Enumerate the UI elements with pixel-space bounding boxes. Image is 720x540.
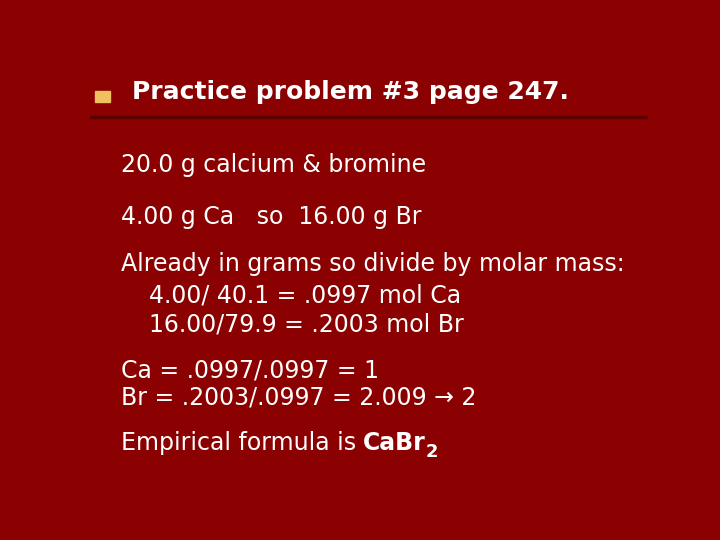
Text: CaBr: CaBr bbox=[364, 431, 426, 455]
Text: 16.00/79.9 = .2003 mol Br: 16.00/79.9 = .2003 mol Br bbox=[148, 313, 464, 336]
Text: Already in grams so divide by molar mass:: Already in grams so divide by molar mass… bbox=[121, 252, 624, 276]
Text: 2: 2 bbox=[426, 443, 438, 461]
Text: Br = .2003/.0997 = 2.009 → 2: Br = .2003/.0997 = 2.009 → 2 bbox=[121, 386, 476, 409]
Bar bbox=[90, 116, 648, 118]
Text: 4.00 g Ca   so  16.00 g Br: 4.00 g Ca so 16.00 g Br bbox=[121, 205, 421, 228]
Text: Empirical formula is: Empirical formula is bbox=[121, 431, 364, 455]
Text: 4.00/ 40.1 = .0997 mol Ca: 4.00/ 40.1 = .0997 mol Ca bbox=[148, 284, 461, 308]
Text: Ca = .0997/.0997 = 1: Ca = .0997/.0997 = 1 bbox=[121, 359, 379, 382]
Text: Practice problem #3 page 247.: Practice problem #3 page 247. bbox=[132, 80, 569, 104]
Bar bbox=[95, 91, 109, 102]
Text: 20.0 g calcium & bromine: 20.0 g calcium & bromine bbox=[121, 153, 426, 177]
